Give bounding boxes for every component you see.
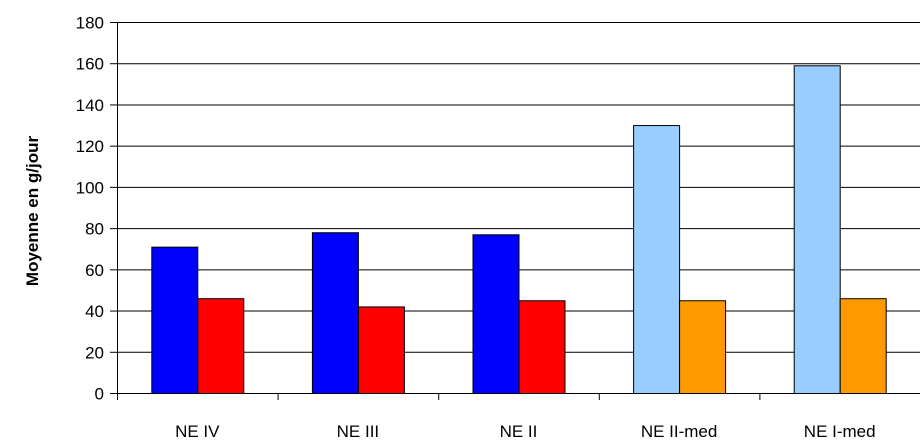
y-tick-label: 20 <box>85 343 104 362</box>
x-tick-label: NE II-med <box>641 422 718 441</box>
bar-ne-iv-series-1 <box>151 246 199 394</box>
bar-ne-ii-series-2 <box>518 300 566 394</box>
bar-ne-ii-series-1 <box>472 234 520 394</box>
bar-ne-iv-series-2 <box>197 298 245 395</box>
y-tick-label: 120 <box>76 137 104 156</box>
bar-ne-i-med-series-2 <box>839 298 887 395</box>
bar-ne-i-med-series-1 <box>793 65 841 395</box>
y-axis-label: Moyenne en g/jour <box>23 136 42 287</box>
x-tick-label: NE I-med <box>804 422 876 441</box>
axes <box>110 22 920 400</box>
bar-ne-iii-series-2 <box>357 306 405 394</box>
y-tick-label: 140 <box>76 96 104 115</box>
y-tick-label: 100 <box>76 178 104 197</box>
y-tick-label: 160 <box>76 55 104 74</box>
y-tick-label: 80 <box>85 220 104 239</box>
bar-ne-ii-med-series-1 <box>633 125 681 395</box>
x-tick-label: NE IV <box>175 422 220 441</box>
y-tick-label: 180 <box>76 14 104 33</box>
bars <box>151 65 887 395</box>
tick-labels: 0 20 40 60 80 100 120 140 160 180 NE IV NE III NE II… <box>76 14 876 442</box>
y-tick-label: 0 <box>95 385 104 404</box>
y-tick-label: 40 <box>85 302 104 321</box>
gridlines <box>117 22 920 353</box>
bar-ne-iii-series-1 <box>311 232 359 394</box>
y-tick-label: 60 <box>85 261 104 280</box>
bar-ne-ii-med-series-2 <box>679 300 727 394</box>
x-tick-label: NE II <box>500 422 538 441</box>
x-tick-label: NE III <box>337 422 380 441</box>
